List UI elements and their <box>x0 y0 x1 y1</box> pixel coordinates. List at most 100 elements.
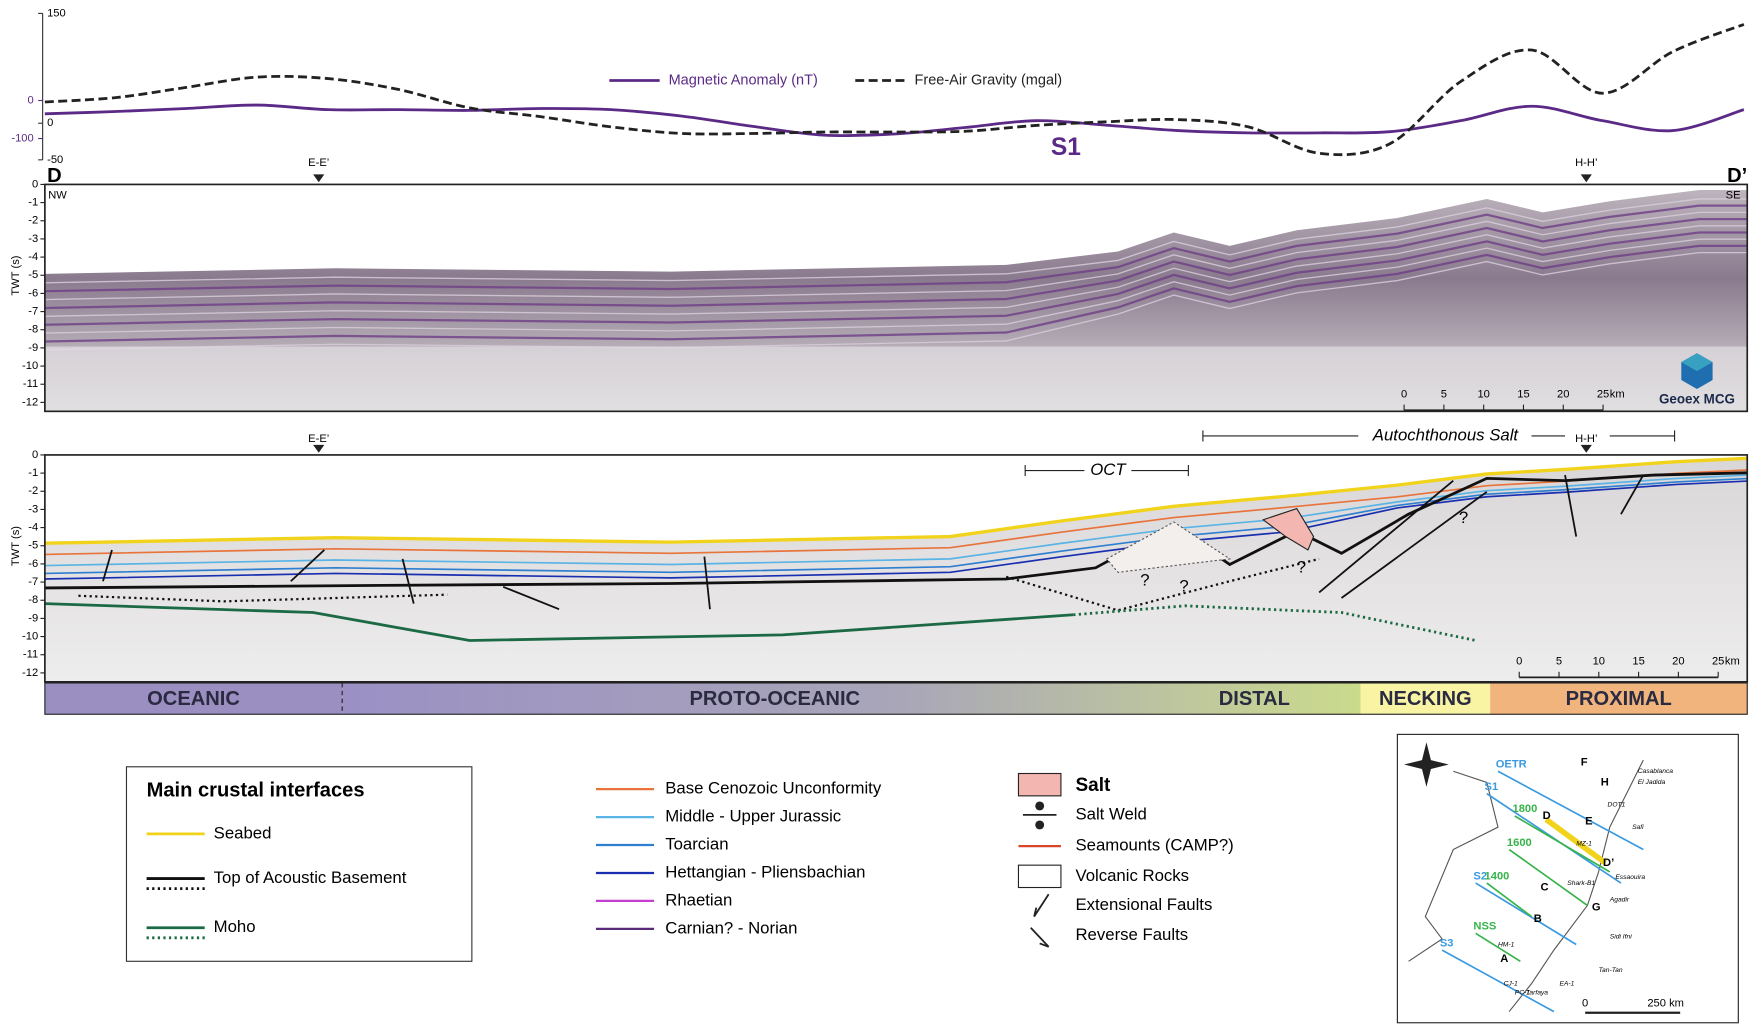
y-tick-label: -8 <box>28 324 38 336</box>
question-mark: ? <box>1459 508 1468 527</box>
map-label: Tarfaya <box>1526 989 1548 996</box>
legend-label: Extensional Faults <box>1075 895 1212 914</box>
y-tick-label: -12 <box>22 667 38 679</box>
profile-trace <box>1544 817 1607 866</box>
map-point: B <box>1534 913 1542 925</box>
domain-frame <box>44 682 1748 715</box>
basement-dotted <box>78 593 448 603</box>
y-tick-label: -9 <box>28 342 38 354</box>
scale-label: 5 <box>1441 389 1447 401</box>
oct-label: OCT <box>1090 460 1127 479</box>
marker-triangle <box>313 174 325 183</box>
scale-unit: km <box>1610 389 1625 401</box>
seismic-reflector <box>44 225 1748 318</box>
legend-label: Free-Air Gravity (mgal) <box>915 72 1063 88</box>
map-label: EA-1 <box>1559 980 1574 987</box>
map-point: D <box>1543 810 1551 822</box>
map-label: 1800 <box>1513 803 1538 815</box>
domain-segment <box>1360 682 1491 715</box>
section-body <box>44 458 1748 682</box>
map-label: S2 <box>1473 870 1487 882</box>
survey-line <box>1497 770 1644 851</box>
weld-dot <box>1035 820 1045 830</box>
domain-bar: OCEANIC PROTO-OCEANIC DISTAL NECKING PROXIMA… <box>44 682 1748 715</box>
map-label: DOT1 <box>1608 802 1626 809</box>
seismic-reflector <box>44 217 1748 310</box>
map-point: F <box>1581 756 1588 768</box>
fault <box>401 558 415 604</box>
side-label: NW <box>48 190 67 202</box>
location-map: OETR S1 S2 S3 NSS 1800 1600 1400 D D’ E C B A F H G Casab… <box>1396 733 1739 1024</box>
y-tick-label: -8 <box>28 594 38 606</box>
scale-label: 25 <box>1597 389 1609 401</box>
question-mark: ? <box>1297 557 1306 576</box>
legend-label: Carnian? - Norian <box>665 918 797 937</box>
question-mark: ? <box>1179 576 1188 595</box>
marker-triangle <box>313 444 325 453</box>
legend-label: Seabed <box>214 823 272 842</box>
domain-label: PROXIMAL <box>1566 688 1672 710</box>
map-label: NSS <box>1473 921 1496 933</box>
scale-label: 25 <box>1712 656 1724 668</box>
y2-tick-label: 0 <box>27 94 33 106</box>
scale-label: 0 <box>1516 656 1522 668</box>
survey-line <box>1508 848 1588 907</box>
series-line <box>44 103 1745 138</box>
basement <box>44 471 1748 590</box>
y-tick-label: -10 <box>22 360 38 372</box>
map-point: G <box>1592 902 1601 914</box>
scale-label: 10 <box>1593 656 1605 668</box>
survey-line <box>1486 882 1533 918</box>
y-tick-label: 0 <box>32 178 38 190</box>
scale-label: 5 <box>1556 656 1562 668</box>
map-label: MZ-1 <box>1576 841 1592 848</box>
y-tick-label: -4 <box>28 251 38 263</box>
profile-start: D <box>47 165 62 187</box>
legend-label: Volcanic Rocks <box>1075 866 1189 885</box>
marker-label: H-H’ <box>1575 157 1597 169</box>
map-label: Agadir <box>1609 897 1630 904</box>
y-tick-label: -7 <box>28 576 38 588</box>
map-label: Safi <box>1632 824 1644 831</box>
scale-label: 15 <box>1632 656 1644 668</box>
legend-title: Main crustal interfaces <box>147 780 365 802</box>
y-tick-label: -11 <box>23 378 38 390</box>
y-tick-label: -3 <box>28 233 38 245</box>
volcanic-body <box>1105 521 1232 573</box>
fault-symbol <box>1033 893 1050 918</box>
legend-label: Salt <box>1075 775 1111 796</box>
shelf-outline <box>1408 770 1499 962</box>
horizon <box>44 477 1748 575</box>
y-tick-label: -9 <box>28 612 38 624</box>
marker-label: E-E’ <box>308 157 329 169</box>
map-label: 1400 <box>1485 870 1510 882</box>
compass <box>1404 742 1449 787</box>
axis-label: TWT (s) <box>10 255 22 295</box>
scale-unit: km <box>1725 656 1740 668</box>
seismic-reflector <box>44 211 1748 301</box>
y-tick-label: -5 <box>28 540 38 552</box>
fault <box>290 549 325 582</box>
domain-label: DISTAL <box>1219 688 1290 710</box>
logo-text: Geoex MCG <box>1659 392 1735 407</box>
fault <box>703 556 711 610</box>
horizon <box>44 474 1748 567</box>
axis-label: TWT (s) <box>10 526 22 566</box>
scale-label: 20 <box>1557 389 1569 401</box>
marker-label: E-E’ <box>308 433 329 445</box>
survey-line <box>1475 882 1577 946</box>
legend-label: Base Cenozoic Unconformity <box>665 779 882 798</box>
y-tick-label: -12 <box>22 396 38 408</box>
fault <box>1620 474 1645 515</box>
profile-chart: -50 0 150 -100 0 Magnetic Anomaly (nT) Free-Ai… <box>11 7 1747 187</box>
weld-dot <box>1035 801 1045 811</box>
y-tick-label: 0 <box>47 117 53 129</box>
domain-gradient <box>342 682 1361 715</box>
legend-label: Moho <box>214 917 256 936</box>
legend-label: Middle - Upper Jurassic <box>665 807 841 826</box>
seabed <box>44 456 1748 545</box>
fault <box>102 549 113 582</box>
map-point: D’ <box>1603 857 1614 869</box>
